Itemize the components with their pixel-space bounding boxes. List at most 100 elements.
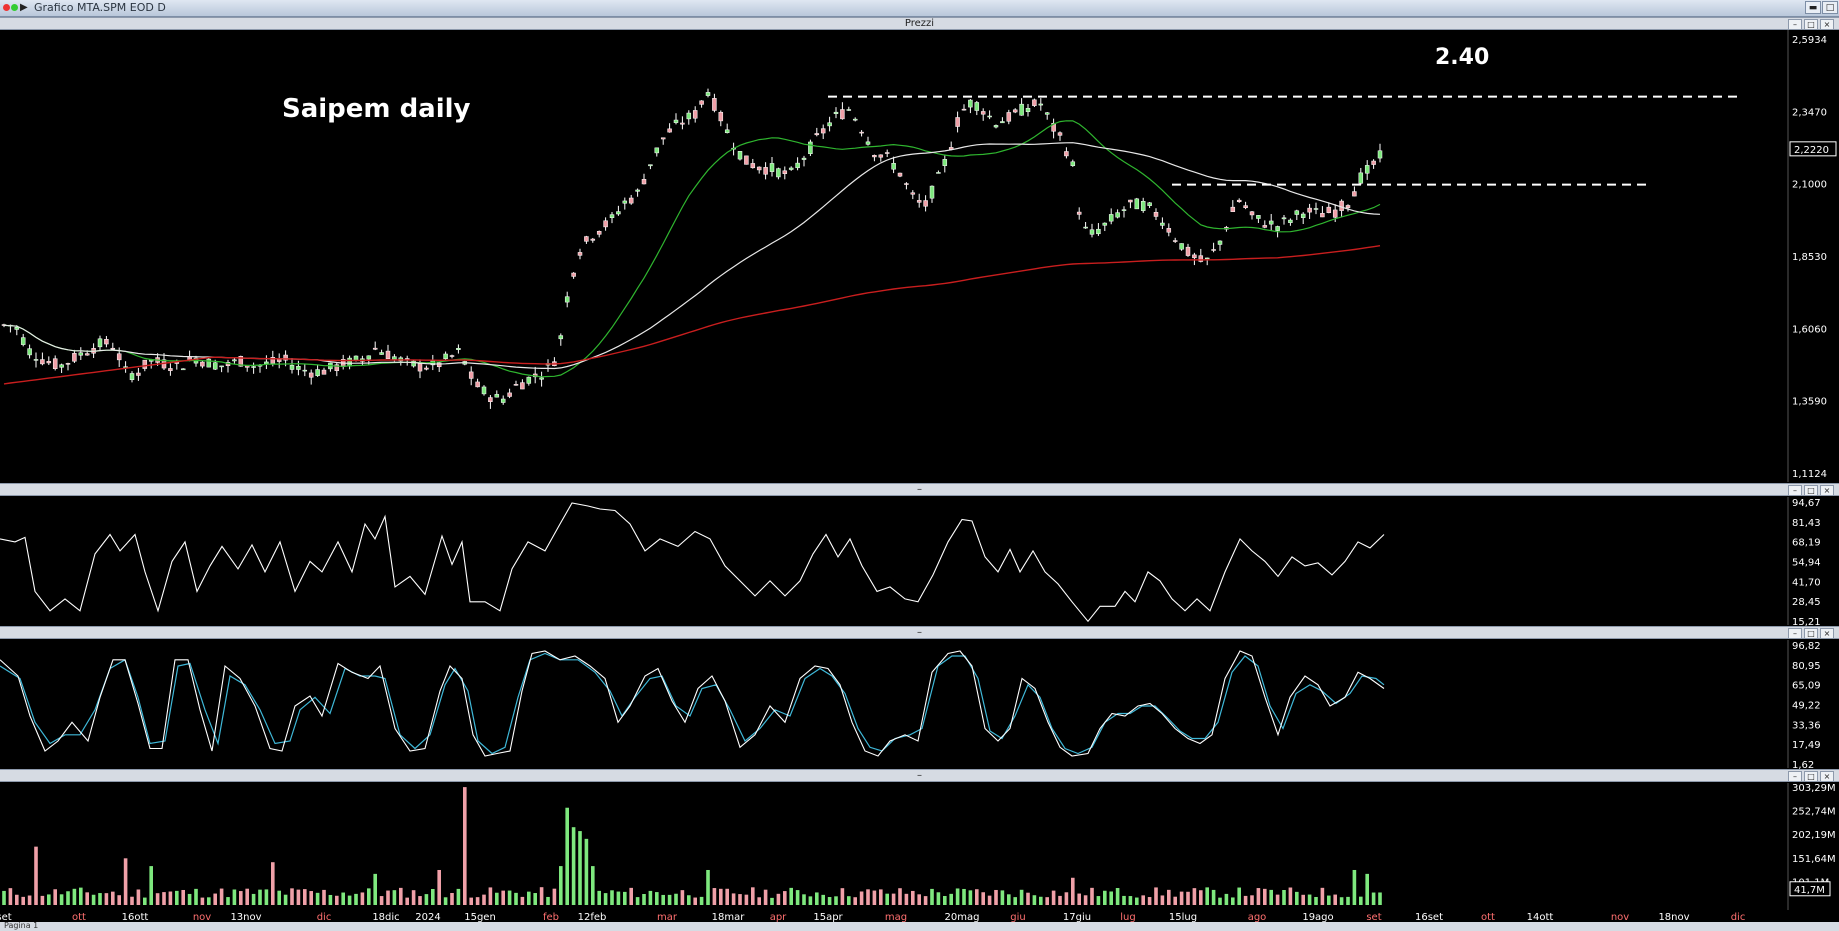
candle-body (1256, 215, 1261, 219)
candle-body (1179, 243, 1184, 250)
candle-body (897, 172, 903, 177)
volume-bar (667, 894, 672, 905)
volume-bar (584, 838, 589, 905)
volume-bar (328, 894, 333, 905)
volume-bar (47, 894, 51, 905)
volume-panel-header: – – □ × (0, 769, 1839, 782)
minimize-button[interactable]: ▬ (1805, 1, 1821, 14)
candle-body (1057, 132, 1063, 136)
candle-body (1102, 222, 1108, 226)
volume-bar (949, 893, 953, 905)
candle-body (596, 231, 602, 235)
candle-body (1012, 109, 1018, 113)
candle-body (673, 119, 679, 123)
candle-body (1000, 121, 1005, 124)
stoch-panel-header: – – □ × (0, 626, 1839, 639)
panel-restore-button[interactable]: □ (1804, 771, 1818, 782)
candle-body (974, 102, 980, 111)
candle-body (1096, 228, 1101, 235)
red-dot-icon (3, 4, 10, 11)
panel-minimize-button[interactable]: – (1788, 628, 1802, 639)
volume-bar (507, 890, 512, 905)
candle-body (635, 189, 640, 192)
panel-close-button[interactable]: × (1820, 771, 1834, 782)
candle-body (507, 392, 512, 397)
volume-bar (776, 893, 781, 905)
volume-bar (431, 888, 435, 905)
volume-bar (1058, 895, 1062, 905)
candle-body (1076, 211, 1082, 215)
panel-restore-button[interactable]: □ (1804, 628, 1818, 639)
volume-bar (1314, 896, 1318, 905)
panel-minimize-button[interactable]: – (1788, 771, 1802, 782)
vol-panel-bg (0, 783, 1839, 910)
candle-body (168, 368, 173, 371)
panel-close-button[interactable]: × (1820, 485, 1834, 496)
volume-bar (309, 891, 313, 905)
x-axis-label: giu (1010, 912, 1025, 923)
candle-body (494, 394, 500, 398)
volume-bar (891, 893, 896, 905)
volume-bar (155, 893, 160, 905)
x-axis-label: 17giu (1063, 912, 1091, 923)
volume-bar (1090, 887, 1094, 905)
candle-body (1044, 112, 1050, 115)
candle-body (302, 369, 308, 372)
volume-bar (232, 889, 237, 905)
volume-bar (981, 892, 985, 905)
volume-bar (520, 896, 525, 905)
candle-body (72, 353, 77, 362)
volume-bar (1250, 895, 1254, 905)
volume-bar (975, 889, 979, 905)
candle-body (379, 352, 384, 355)
panel-restore-button[interactable]: □ (1804, 485, 1818, 496)
x-axis-label: dic (317, 912, 332, 923)
volume-bar (239, 891, 243, 905)
candle-body (1128, 199, 1133, 203)
volume-bar (917, 894, 921, 905)
candle-body (1185, 246, 1191, 256)
candle-body (846, 109, 852, 111)
candle-body (814, 133, 820, 136)
volume-bar (559, 866, 563, 905)
candle-body (987, 115, 992, 118)
volume-bar (859, 891, 864, 905)
candle-body (206, 358, 212, 368)
volume-bar (1211, 889, 1216, 905)
panel-restore-button[interactable]: □ (1804, 19, 1818, 30)
volume-bar (898, 888, 902, 905)
volume-bar (463, 787, 467, 905)
maximize-button[interactable]: □ (1822, 1, 1838, 14)
candle-body (347, 357, 352, 367)
volume-bar (168, 891, 173, 905)
volume-bar (296, 889, 301, 905)
volume-bar (200, 897, 205, 905)
volume-bar (85, 892, 89, 905)
volume-bar (687, 895, 691, 905)
volume-bar (847, 896, 851, 905)
candle-body (417, 363, 423, 372)
candle-body (1364, 165, 1370, 174)
volume-bar (1032, 895, 1037, 905)
candle-body (1147, 202, 1152, 206)
candle-body (1339, 200, 1344, 211)
volume-bar (1103, 890, 1107, 905)
panel-close-button[interactable]: × (1820, 628, 1834, 639)
volume-bar (1147, 897, 1152, 905)
volume-bar (219, 888, 224, 905)
volume-bar (674, 893, 678, 905)
volume-bar (1359, 896, 1363, 905)
volume-bar (1243, 895, 1248, 905)
x-axis-label: 19ago (1302, 912, 1333, 923)
panel-close-button[interactable]: × (1820, 19, 1834, 30)
panel-minimize-button[interactable]: – (1788, 485, 1802, 496)
panel-minimize-button[interactable]: – (1788, 19, 1802, 30)
candle-body (1352, 191, 1357, 197)
volume-bar (533, 893, 537, 905)
volume-bar (783, 891, 787, 905)
volume-bar (1109, 891, 1113, 905)
volume-bar (392, 890, 397, 905)
stoch-y-tick-label: 17,49 (1792, 740, 1821, 751)
candle-body (1140, 201, 1146, 211)
